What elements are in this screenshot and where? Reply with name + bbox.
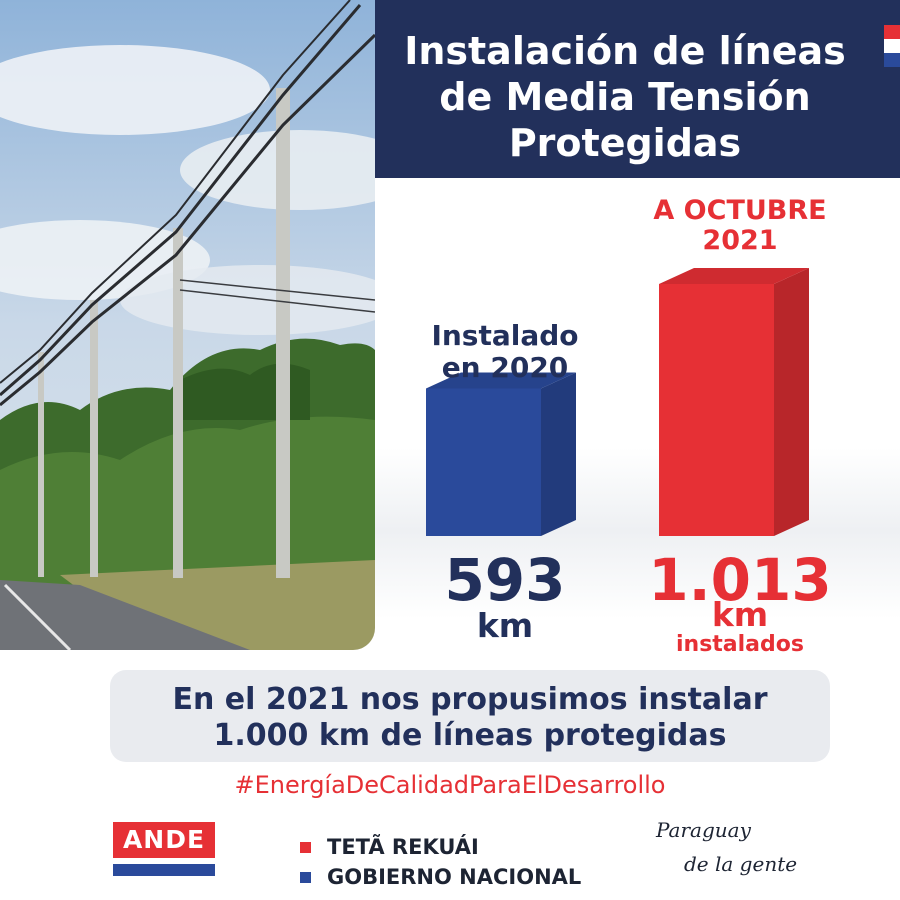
- slogan-logo: Paraguay de la gente: [652, 818, 802, 888]
- bar-top-0: [426, 372, 576, 389]
- bar-1: [659, 268, 809, 536]
- unit-label-2021: km: [711, 595, 769, 634]
- ande-logo-text: ANDE: [113, 822, 215, 858]
- category-label-2021: A OCTUBRE 2021: [653, 195, 827, 256]
- suffix-label-2021: instalados: [675, 632, 804, 657]
- government-tagline-1: TETÃ REKUÁI: [327, 835, 479, 859]
- ande-logo: ANDE: [113, 822, 215, 876]
- power-lines-photo: [0, 0, 375, 650]
- ande-logo-blue-bar: [113, 864, 215, 876]
- paraguay-flag-icon: [884, 25, 900, 67]
- flag-red-stripe: [884, 25, 900, 39]
- slogan-line-1: Paraguay: [656, 818, 751, 842]
- hashtag: #EnergíaDeCalidadParaElDesarrollo: [234, 771, 666, 799]
- category-label-2020: Instalado en 2020: [431, 319, 579, 384]
- bar-front-1: [659, 284, 774, 536]
- slogan-line-2: de la gente: [684, 852, 798, 876]
- government-logo: TETÃ REKUÁI GOBIERNO NACIONAL: [300, 832, 581, 892]
- bar-side-0: [541, 372, 576, 536]
- government-tagline-2: GOBIERNO NACIONAL: [327, 865, 582, 889]
- value-label-2020: 593: [444, 546, 566, 614]
- flag-white-stripe: [884, 39, 900, 53]
- ande-logo-stripe: [113, 858, 215, 864]
- red-square-icon: [300, 841, 311, 853]
- bar-top-1: [659, 268, 809, 284]
- goal-message: En el 2021 nos propusimos instalar 1.000…: [172, 682, 768, 753]
- blue-square-icon: [300, 871, 311, 883]
- page-title: Instalación de líneas de Media Tensión P…: [404, 29, 846, 165]
- unit-label-2020: km: [476, 606, 534, 645]
- value-label-2021: 1.013: [648, 546, 832, 614]
- bar-side-1: [774, 268, 809, 536]
- bar-0: [426, 372, 576, 536]
- flag-blue-stripe: [884, 53, 900, 67]
- header-banner: Instalación de líneas de Media Tensión P…: [375, 0, 900, 178]
- power-lines-illustration: [0, 0, 375, 650]
- goal-message-box: En el 2021 nos propusimos instalar 1.000…: [110, 670, 830, 762]
- bar-front-0: [426, 388, 541, 536]
